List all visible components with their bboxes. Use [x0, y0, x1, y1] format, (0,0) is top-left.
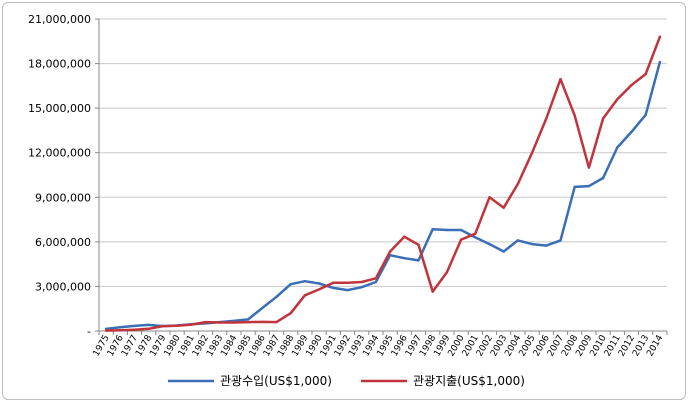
data-point: [417, 259, 420, 262]
data-point: [147, 327, 150, 330]
y-tick-label: 15,000,000: [28, 102, 91, 115]
data-point: [488, 196, 491, 199]
data-point: [360, 285, 363, 289]
legend-label: 관광수입(US$1,000): [220, 374, 332, 388]
data-point: [644, 113, 647, 117]
data-point: [332, 281, 335, 284]
data-point: [530, 242, 534, 246]
data-point: [374, 280, 378, 284]
y-tick-label: -: [87, 325, 91, 338]
data-point: [502, 206, 505, 209]
data-point: [261, 320, 264, 324]
y-tick-label: 6,000,000: [35, 236, 91, 249]
data-point: [403, 257, 406, 260]
data-point: [431, 228, 434, 231]
data-point: [658, 35, 662, 39]
data-point: [530, 151, 534, 154]
legend: 관광수입(US$1,000) 관광지출(US$1,000): [168, 374, 525, 388]
data-point: [204, 320, 207, 324]
data-point: [545, 117, 548, 120]
data-point: [317, 282, 321, 285]
data-point: [161, 324, 165, 328]
chart-frame: - 3,000,000 6,000,000 9,000,000 12,000,000 15…: [2, 2, 686, 400]
data-point: [289, 311, 292, 315]
y-tick-label: 12,000,000: [28, 147, 91, 160]
x-tick-labels: 1975197619771978197919801981198219831984…: [92, 333, 666, 358]
data-point: [644, 72, 647, 76]
data-point: [474, 232, 477, 235]
y-tick-label: 21,000,000: [28, 13, 91, 26]
data-point: [119, 326, 122, 329]
data-point: [133, 324, 136, 328]
data-point: [246, 320, 250, 324]
data-point: [147, 323, 150, 327]
data-point: [417, 243, 420, 247]
data-point: [459, 228, 463, 232]
data-point: [303, 294, 307, 297]
data-point: [275, 295, 278, 299]
data-point: [573, 185, 576, 189]
series-line-2: [104, 35, 662, 332]
data-point: [261, 306, 264, 310]
data-point: [488, 242, 491, 246]
data-point: [360, 280, 363, 284]
data-point: [516, 239, 520, 242]
data-point: [658, 60, 662, 64]
data-point: [104, 329, 108, 332]
data-point: [559, 239, 562, 242]
data-point: [545, 244, 548, 247]
data-point: [374, 277, 378, 280]
data-point: [601, 117, 605, 120]
data-point: [190, 323, 193, 326]
y-tick-label: 18,000,000: [28, 58, 91, 71]
data-point: [587, 184, 591, 188]
legend-label: 관광지출(US$1,000): [413, 374, 525, 388]
data-point: [431, 290, 434, 293]
data-point: [332, 286, 335, 290]
data-point: [346, 288, 349, 292]
axes: [95, 18, 668, 335]
data-point: [630, 83, 633, 87]
data-point: [388, 250, 392, 253]
data-point: [445, 271, 449, 274]
y-tick-labels: - 3,000,000 6,000,000 9,000,000 12,000,000 15…: [28, 13, 91, 338]
series-line-1: [104, 60, 662, 331]
data-point: [317, 288, 321, 291]
data-point: [616, 146, 619, 149]
data-point: [474, 236, 477, 239]
data-point: [232, 321, 236, 324]
data-point: [289, 283, 292, 286]
data-point: [346, 281, 349, 284]
grid-lines: [99, 18, 667, 287]
line-chart: - 3,000,000 6,000,000 9,000,000 12,000,000 15…: [28, 13, 668, 388]
data-point: [445, 228, 449, 232]
data-point: [516, 182, 520, 186]
data-point: [587, 166, 591, 169]
data-point: [559, 77, 562, 81]
data-point: [133, 328, 136, 331]
data-point: [459, 238, 463, 241]
data-point: [573, 114, 576, 117]
data-point: [601, 176, 605, 180]
y-tick-label: 3,000,000: [35, 280, 91, 293]
data-point: [275, 320, 278, 324]
data-point: [246, 318, 250, 321]
data-point: [303, 280, 307, 283]
data-point: [403, 235, 406, 238]
data-point: [630, 130, 633, 134]
data-point: [218, 321, 221, 324]
data-point: [502, 250, 505, 253]
data-point: [616, 98, 619, 101]
y-tick-label: 9,000,000: [35, 191, 91, 204]
data-point: [175, 324, 179, 327]
series-lines: [104, 35, 662, 332]
data-point: [119, 329, 122, 332]
